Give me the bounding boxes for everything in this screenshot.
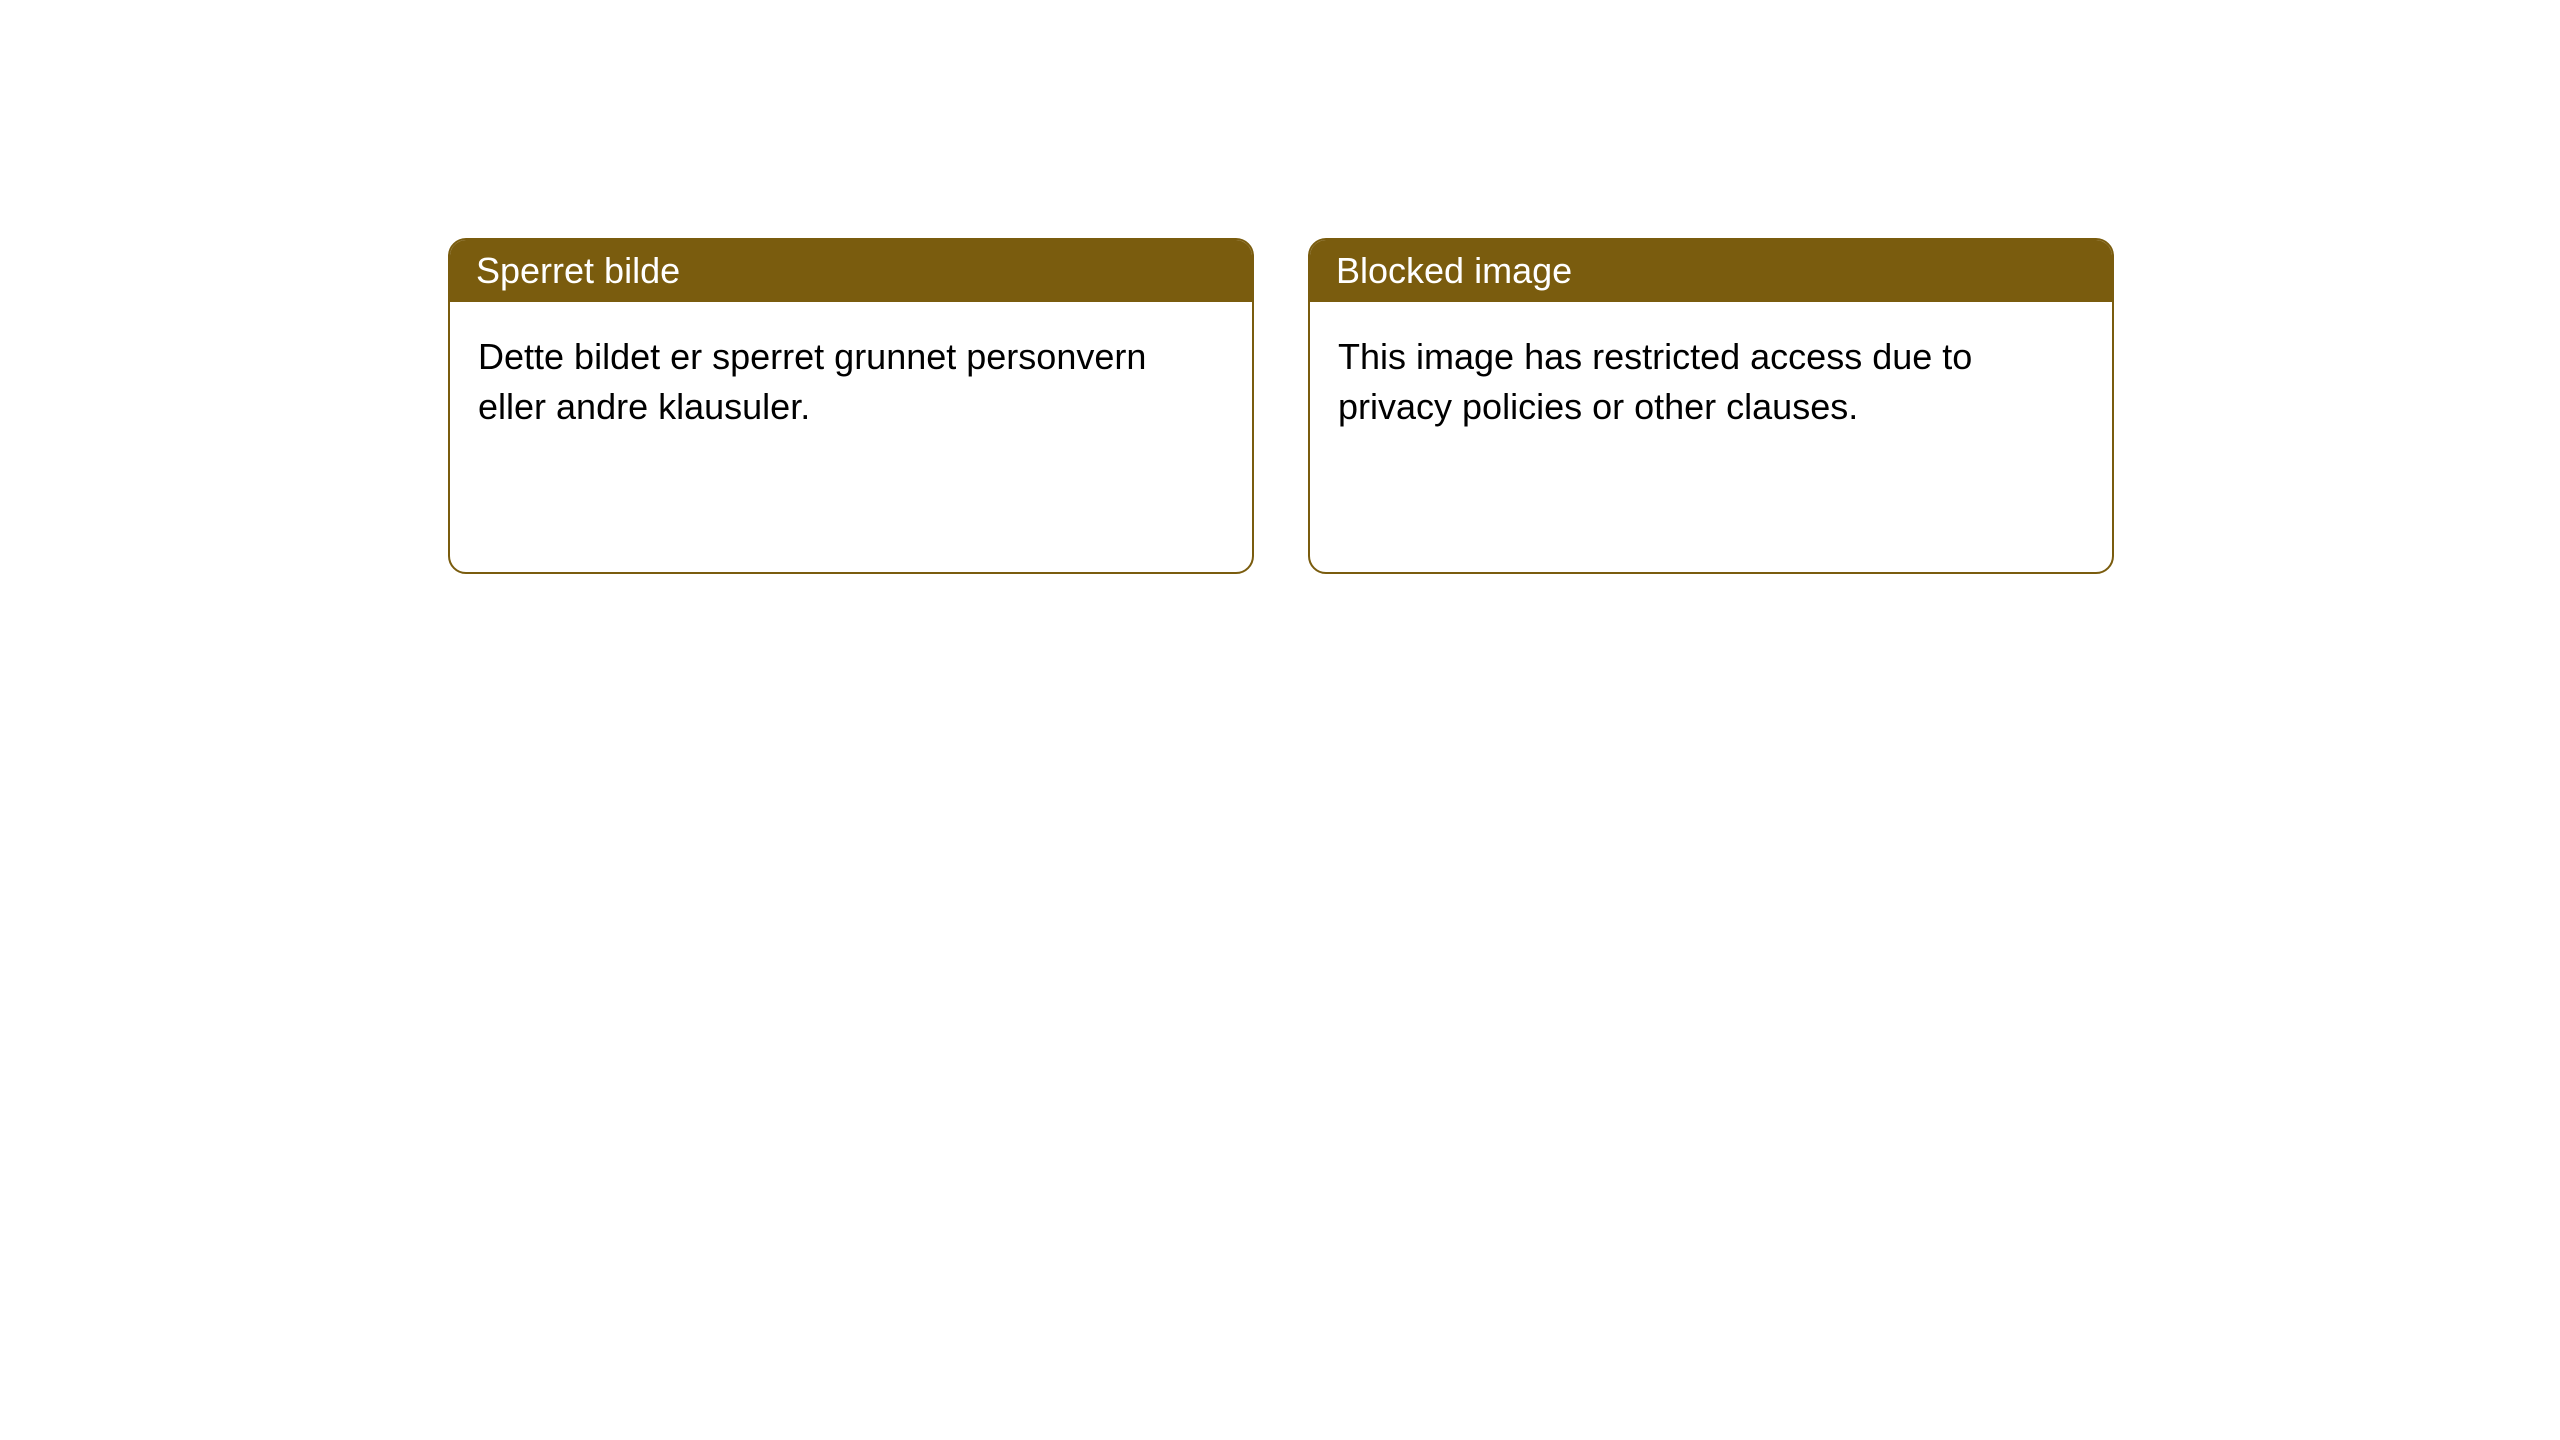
notice-text-no: Dette bildet er sperret grunnet personve… — [478, 336, 1146, 427]
notice-header-en: Blocked image — [1310, 240, 2112, 302]
notice-body-no: Dette bildet er sperret grunnet personve… — [450, 302, 1252, 463]
notice-body-en: This image has restricted access due to … — [1310, 302, 2112, 463]
notice-title-en: Blocked image — [1336, 250, 1572, 292]
notice-container: Sperret bilde Dette bildet er sperret gr… — [0, 0, 2560, 574]
notice-title-no: Sperret bilde — [476, 250, 680, 292]
notice-header-no: Sperret bilde — [450, 240, 1252, 302]
notice-card-no: Sperret bilde Dette bildet er sperret gr… — [448, 238, 1254, 574]
notice-card-en: Blocked image This image has restricted … — [1308, 238, 2114, 574]
notice-text-en: This image has restricted access due to … — [1338, 336, 1972, 427]
